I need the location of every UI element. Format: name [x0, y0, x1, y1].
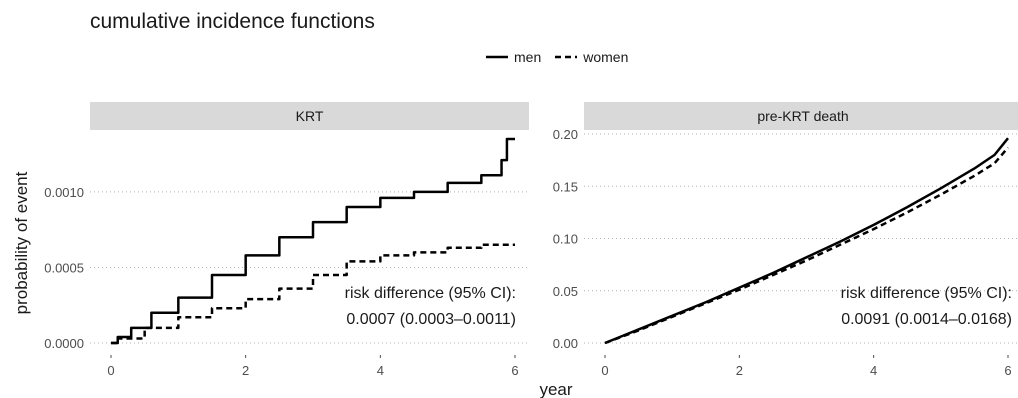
- series-line-women: [111, 243, 515, 345]
- x-tick-label: 2: [242, 363, 249, 378]
- legend-label-women: women: [583, 49, 629, 65]
- panel-strip-label: KRT: [296, 108, 324, 124]
- legend: men women: [486, 49, 642, 65]
- legend-item-women: women: [555, 49, 628, 65]
- panel-pre-krt-death: pre-KRT death 0.00 0.05 0.10 0.15 0.20 0 2 4 6 ris…: [553, 102, 1018, 378]
- y-tick-label: 0.0000: [44, 336, 84, 351]
- y-tick-label: 0.00: [553, 336, 578, 351]
- x-tick-label: 2: [736, 363, 743, 378]
- risk-difference-annotation: 0.0091 (0.0014–0.0168): [841, 311, 1012, 328]
- risk-difference-annotation: 0.0007 (0.0003–0.0011): [346, 311, 516, 328]
- y-tick-label: 0.20: [553, 127, 578, 142]
- legend-key-dashed: [555, 50, 578, 64]
- risk-difference-annotation: risk difference (95% CI):: [345, 285, 516, 302]
- x-tick-label: 4: [870, 363, 877, 378]
- x-axis-label: year: [539, 380, 572, 398]
- y-tick-label: 0.0005: [44, 260, 84, 275]
- x-tick-label: 6: [511, 363, 518, 378]
- risk-difference-annotation: risk difference (95% CI):: [841, 285, 1012, 302]
- x-tick-label: 6: [1004, 363, 1011, 378]
- x-tick-label: 4: [377, 363, 384, 378]
- legend-key-solid: [486, 50, 508, 64]
- x-tick-label: 0: [601, 363, 608, 378]
- series-line-men: [604, 137, 1009, 345]
- y-tick-label: 0.15: [553, 179, 578, 194]
- panel-krt: KRT 0.0000 0.0005 0.0010 0 2 4 6 risk difference…: [44, 102, 529, 378]
- panel-strip-label: pre-KRT death: [757, 108, 848, 124]
- x-tick-label: 0: [107, 363, 114, 378]
- chart-title: cumulative incidence functions: [90, 10, 375, 33]
- series-line-men: [111, 137, 515, 345]
- legend-item-men: men: [486, 49, 541, 65]
- legend-label-men: men: [514, 49, 542, 65]
- panel-strip: [90, 102, 529, 130]
- y-tick-label: 0.10: [553, 232, 578, 247]
- y-axis-label: probability of event: [12, 171, 31, 314]
- panel-strip: [584, 102, 1018, 130]
- y-tick-label: 0.0010: [44, 185, 84, 200]
- y-tick-label: 0.05: [553, 284, 578, 299]
